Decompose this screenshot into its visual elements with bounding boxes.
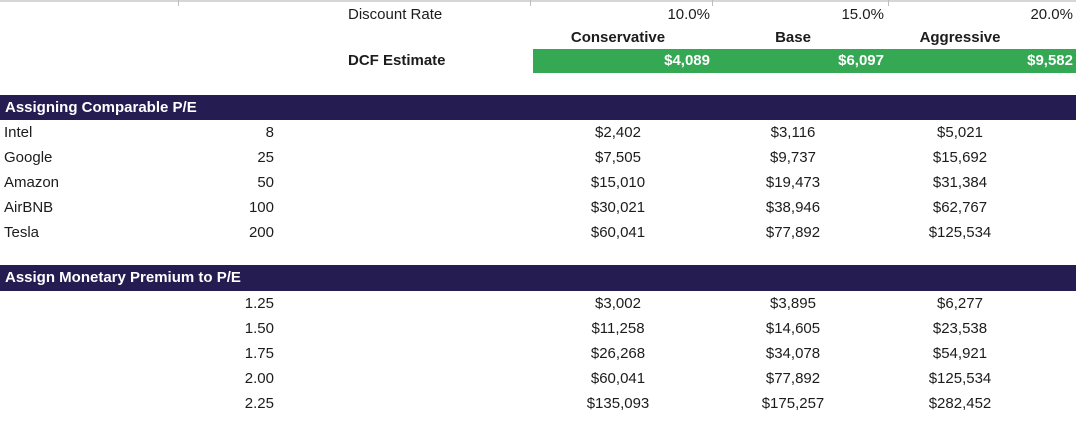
value-cell-aggressive[interactable]: $62,767 — [932, 199, 988, 216]
company-name-cell[interactable]: Tesla — [4, 224, 40, 241]
value-cell-base[interactable]: $19,473 — [765, 174, 821, 191]
value-cell-base[interactable]: $77,892 — [765, 370, 821, 387]
value-cell-aggressive[interactable]: $54,921 — [932, 345, 988, 362]
value-cell-conservative[interactable]: $2,402 — [595, 124, 641, 141]
table-row: AirBNB 100 $30,021 $38,946 $62,767 — [0, 195, 1076, 220]
table-row: Amazon 50 $15,010 $19,473 $31,384 — [0, 170, 1076, 195]
value-cell-base[interactable]: $34,078 — [765, 345, 821, 362]
company-name-cell[interactable]: Amazon — [4, 174, 60, 191]
table-row: 1.25 $3,002 $3,895 $6,277 — [0, 291, 1076, 316]
value-cell-conservative[interactable]: $3,002 — [595, 295, 641, 312]
value-cell-aggressive[interactable]: $5,021 — [937, 124, 983, 141]
premium-multiple-cell[interactable]: 2.25 — [244, 395, 274, 412]
value-cell-conservative[interactable]: $135,093 — [586, 395, 650, 412]
pe-multiple-cell[interactable]: 25 — [257, 149, 274, 166]
column-boundary-tick — [712, 0, 713, 6]
scenario-header-row: Conservative Base Aggressive — [0, 27, 1076, 48]
section-header-monetary-premium[interactable]: Assign Monetary Premium to P/E — [0, 265, 1076, 291]
value-cell-base[interactable]: $9,737 — [770, 149, 816, 166]
value-cell-aggressive[interactable]: $31,384 — [932, 174, 988, 191]
column-boundary-tick — [178, 0, 179, 6]
value-cell-aggressive[interactable]: $23,538 — [932, 320, 988, 337]
dcf-estimate-label[interactable]: DCF Estimate — [348, 52, 446, 69]
value-cell-aggressive[interactable]: $125,534 — [928, 370, 992, 387]
dcf-estimate-row: DCF Estimate $4,089 $6,097 $9,582 — [0, 49, 1076, 73]
pe-multiple-cell[interactable]: 8 — [265, 124, 274, 141]
company-name-cell[interactable]: Google — [4, 149, 53, 166]
value-cell-aggressive[interactable]: $125,534 — [928, 224, 992, 241]
top-gridline — [0, 0, 1076, 2]
value-cell-conservative[interactable]: $26,268 — [590, 345, 646, 362]
section-header-comparable-pe[interactable]: Assigning Comparable P/E — [0, 95, 1076, 120]
value-cell-aggressive[interactable]: $15,692 — [932, 149, 988, 166]
premium-multiple-cell[interactable]: 1.75 — [244, 345, 274, 362]
value-cell-conservative[interactable]: $30,021 — [590, 199, 646, 216]
value-cell-base[interactable]: $175,257 — [761, 395, 825, 412]
discount-rate-value-conservative[interactable]: 10.0% — [667, 6, 710, 23]
value-cell-conservative[interactable]: $15,010 — [590, 174, 646, 191]
value-cell-base[interactable]: $3,895 — [770, 295, 816, 312]
value-cell-conservative[interactable]: $11,258 — [591, 320, 645, 337]
premium-multiple-cell[interactable]: 2.00 — [244, 370, 274, 387]
discount-rate-value-aggressive[interactable]: 20.0% — [1030, 6, 1073, 23]
value-cell-aggressive[interactable]: $282,452 — [928, 395, 992, 412]
table-row: Intel 8 $2,402 $3,116 $5,021 — [0, 120, 1076, 145]
discount-rate-value-base[interactable]: 15.0% — [841, 6, 884, 23]
company-name-cell[interactable]: Intel — [4, 124, 33, 141]
premium-multiple-cell[interactable]: 1.50 — [244, 320, 274, 337]
value-cell-base[interactable]: $3,116 — [770, 124, 816, 141]
value-cell-conservative[interactable]: $60,041 — [590, 370, 646, 387]
value-cell-base[interactable]: $77,892 — [765, 224, 821, 241]
scenario-header-conservative[interactable]: Conservative — [570, 29, 666, 46]
discount-rate-label[interactable]: Discount Rate — [348, 6, 443, 23]
scenario-header-base[interactable]: Base — [775, 29, 811, 46]
pe-multiple-cell[interactable]: 200 — [248, 224, 274, 241]
table-row: 1.50 $11,258 $14,605 $23,538 — [0, 316, 1076, 341]
table-row: Google 25 $7,505 $9,737 $15,692 — [0, 145, 1076, 170]
table-row: 1.75 $26,268 $34,078 $54,921 — [0, 341, 1076, 366]
table-row: Tesla 200 $60,041 $77,892 $125,534 — [0, 220, 1076, 245]
pe-multiple-cell[interactable]: 100 — [248, 199, 274, 216]
value-cell-aggressive[interactable]: $6,277 — [937, 295, 983, 312]
company-name-cell[interactable]: AirBNB — [4, 199, 54, 216]
value-cell-conservative[interactable]: $60,041 — [590, 224, 646, 241]
premium-multiple-cell[interactable]: 1.25 — [244, 295, 274, 312]
dcf-estimate-value-base[interactable]: $6,097 — [838, 52, 884, 69]
discount-rate-row: Discount Rate 10.0% 15.0% 20.0% — [0, 3, 1076, 27]
value-cell-base[interactable]: $14,605 — [765, 320, 821, 337]
column-boundary-tick — [530, 0, 531, 6]
scenario-header-aggressive[interactable]: Aggressive — [919, 29, 1001, 46]
column-boundary-tick — [888, 0, 889, 6]
dcf-estimate-highlight-bar — [533, 49, 1076, 73]
dcf-estimate-value-aggressive[interactable]: $9,582 — [1027, 52, 1073, 69]
table-row: 2.00 $60,041 $77,892 $125,534 — [0, 366, 1076, 391]
table-row: 2.25 $135,093 $175,257 $282,452 — [0, 391, 1076, 416]
value-cell-base[interactable]: $38,946 — [765, 199, 821, 216]
pe-multiple-cell[interactable]: 50 — [257, 174, 274, 191]
dcf-estimate-value-conservative[interactable]: $4,089 — [664, 52, 710, 69]
value-cell-conservative[interactable]: $7,505 — [595, 149, 641, 166]
